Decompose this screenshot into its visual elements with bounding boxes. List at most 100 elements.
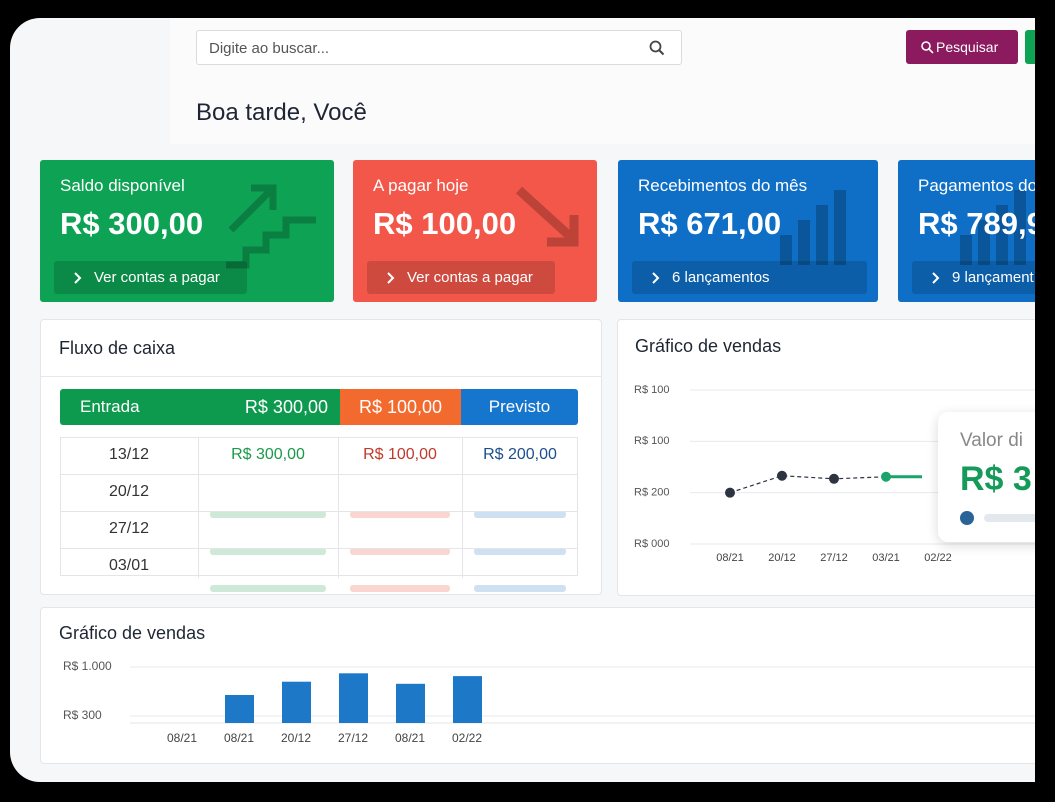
icon-bar — [960, 235, 972, 265]
row-line — [60, 548, 578, 549]
placeholder-bar — [350, 548, 450, 555]
card-link[interactable]: Ver contas a pagar — [54, 261, 247, 294]
bar-chart-panel — [40, 607, 1035, 764]
flow-header-cell: R$ 300,00 — [244, 397, 328, 417]
flow-cell: R$ 100,00 — [363, 446, 437, 463]
flow-cell: 13/12 — [108, 446, 150, 463]
icon-shape — [515, 186, 579, 247]
line-point — [881, 471, 891, 482]
row-line — [60, 437, 578, 438]
tooltip-amount: R$ 3 — [960, 460, 1032, 498]
card-title: A pagar hoje — [373, 176, 469, 195]
card-title: Pagamentos do — [918, 176, 1035, 195]
card-link[interactable]: Ver contas a pagar — [367, 261, 555, 294]
divider — [41, 376, 601, 377]
col-line — [338, 474, 339, 511]
card-link-label: Ver contas a pagar — [94, 269, 220, 286]
y-tick-label: R$ 200 — [634, 487, 669, 499]
line-chart: Gráfico de vendas R$ 000 R$ 200 R$ 100 R$ 10… — [634, 336, 1035, 564]
bar — [453, 676, 482, 723]
card-amount: R$ 789,9 — [918, 206, 1035, 241]
flow-cell: 20/12 — [108, 483, 150, 500]
tooltip: Valor di R$ 3 — [938, 412, 1035, 542]
icon-shape — [226, 184, 316, 269]
row-line — [60, 474, 578, 475]
placeholder-bar — [350, 511, 450, 518]
x-tick-label: 08/21 — [395, 731, 425, 745]
flow-cell: 27/12 — [108, 520, 150, 537]
chevron — [652, 272, 660, 284]
col-line — [462, 437, 463, 474]
placeholder-bar — [350, 585, 450, 592]
icon-bar — [834, 190, 846, 265]
x-tick-label: 20/12 — [281, 731, 311, 745]
placeholder-bar — [210, 548, 326, 555]
col-line — [462, 511, 463, 548]
icon-bar — [1014, 190, 1026, 265]
col-line — [338, 548, 339, 578]
x-tick-label: 08/21 — [716, 552, 744, 564]
x-tick-label: 02/22 — [924, 552, 952, 564]
flow-cell: 03/01 — [108, 557, 150, 574]
x-tick-label: 03/21 — [872, 552, 900, 564]
col-line — [338, 437, 339, 474]
placeholder-bar — [210, 511, 326, 518]
card-link-label: 6 lançamentos — [672, 269, 770, 286]
icon-bar — [978, 220, 990, 265]
card-link[interactable]: 6 lançamentos — [632, 261, 867, 294]
bar — [225, 695, 254, 723]
flow-cell: R$ 300,00 — [231, 446, 305, 463]
icon-bar — [798, 220, 810, 265]
chevron — [932, 272, 940, 284]
bar — [282, 681, 311, 723]
card-icon — [226, 184, 316, 269]
placeholder-bar — [474, 548, 566, 555]
line-point — [829, 473, 839, 484]
summary-card: Pagamentos do R$ 789,9 9 lançament — [898, 160, 1035, 302]
placeholder-bar — [474, 511, 566, 518]
card-title: Saldo disponível — [60, 176, 185, 195]
summary-card: Saldo disponível R$ 300,00 Ver contas a pa… — [40, 160, 334, 302]
card-link[interactable]: 9 lançament — [912, 261, 1035, 294]
col-line — [462, 548, 463, 578]
chevron-shape — [74, 272, 82, 284]
tooltip-bar — [984, 514, 1035, 522]
flow-header-cell: Entrada — [60, 389, 340, 425]
summary-card: A pagar hoje R$ 100,00 Ver contas a pagar — [353, 160, 597, 302]
tooltip-label: Valor di — [960, 430, 1024, 451]
chevron-shape — [387, 272, 395, 284]
col-line — [198, 548, 199, 578]
card-icon — [515, 186, 579, 247]
col-line — [462, 474, 463, 511]
bar — [396, 683, 425, 723]
search-icon — [649, 40, 665, 56]
card-amount: R$ 300,00 — [60, 206, 204, 241]
y-tick-label: R$ 300 — [63, 708, 102, 722]
action-button[interactable] — [1025, 30, 1035, 64]
flow-header-cell: Previsto — [461, 389, 578, 425]
col-line — [198, 437, 199, 474]
placeholder-bar — [210, 585, 326, 592]
placeholder-bar — [474, 585, 566, 592]
flow-cell: R$ 200,00 — [483, 446, 557, 463]
search-box[interactable]: Digite ao buscar... — [196, 30, 682, 65]
card-icon — [960, 190, 1026, 265]
bar — [339, 673, 368, 723]
button-label: Pesquisar — [936, 39, 999, 55]
card-link-label: Ver contas a pagar — [407, 269, 533, 286]
summary-card: Recebimentos do mês R$ 671,00 6 lançamento… — [618, 160, 878, 302]
chevron — [387, 272, 395, 284]
chevron — [74, 272, 82, 284]
line-point — [725, 487, 735, 498]
card-title: Recebimentos do mês — [638, 176, 808, 195]
card-icon — [780, 190, 846, 265]
icon-bar — [816, 205, 828, 265]
tooltip-dot — [960, 511, 974, 525]
x-tick-label: 27/12 — [338, 731, 368, 745]
icon-bar — [996, 205, 1008, 265]
y-tick-label: R$ 1.000 — [63, 659, 112, 673]
search-button[interactable]: Pesquisar — [906, 30, 1018, 64]
line-point — [777, 470, 787, 481]
y-tick-label: R$ 100 — [634, 384, 669, 396]
